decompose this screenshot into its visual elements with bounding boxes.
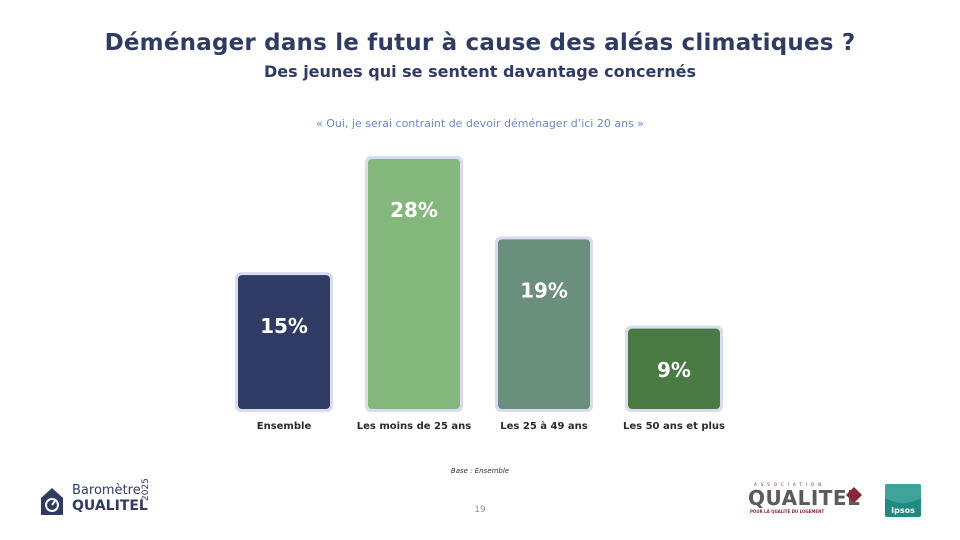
bar-value-label-1: 28% xyxy=(390,198,438,222)
house-gauge-icon xyxy=(41,488,63,515)
bar-0 xyxy=(238,275,330,409)
barometre-qualitel-logo: Baromètre QUALITEL 2025 xyxy=(38,478,168,523)
category-label-2: Les 25 à 49 ans xyxy=(500,420,587,432)
ipsos-label: Ipsos xyxy=(891,506,915,515)
barometre-brand: QUALITEL xyxy=(72,498,148,514)
ipsos-shape-icon xyxy=(885,484,921,503)
category-label-1: Les moins de 25 ans xyxy=(357,421,472,432)
association-qualitel-logo: ASSOCIATION QUALITEL POUR LA QUALITÉ DU … xyxy=(748,482,866,518)
ipsos-logo: Ipsos xyxy=(885,484,921,517)
page-subtitle: Des jeunes qui se sentent davantage conc… xyxy=(263,62,697,81)
page-title: Déménager dans le futur à cause des aléa… xyxy=(104,30,856,56)
diamond-icon xyxy=(846,487,862,503)
qualitel-association-label: ASSOCIATION xyxy=(754,482,826,487)
base-note: Base : Ensemble xyxy=(450,467,510,475)
barometre-year: 2025 xyxy=(141,478,151,501)
bar-1 xyxy=(368,159,460,409)
bar-2 xyxy=(498,239,590,409)
bar-chart: 15% Ensemble 28% Les moins de 25 ans 19% Les … xyxy=(235,156,725,432)
qualitel-name: QUALITEL xyxy=(748,486,861,510)
bar-value-label-3: 9% xyxy=(657,358,691,382)
bar-value-label-2: 19% xyxy=(520,278,568,302)
qualitel-tagline: POUR LA QUALITÉ DU LOGEMENT xyxy=(750,509,825,514)
barometre-label: Baromètre xyxy=(72,483,141,498)
survey-question: « Oui, je serai contraint de devoir démé… xyxy=(315,117,645,130)
category-label-0: Ensemble xyxy=(257,421,312,432)
category-label-3: Les 50 ans et plus xyxy=(623,421,725,432)
bar-3 xyxy=(628,328,720,409)
page-number: 19 xyxy=(474,505,486,515)
bar-value-label-0: 15% xyxy=(260,314,308,338)
